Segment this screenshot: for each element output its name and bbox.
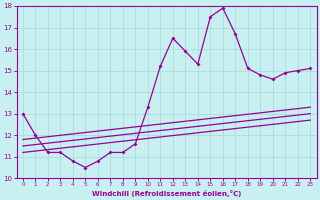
- X-axis label: Windchill (Refroidissement éolien,°C): Windchill (Refroidissement éolien,°C): [92, 190, 241, 197]
